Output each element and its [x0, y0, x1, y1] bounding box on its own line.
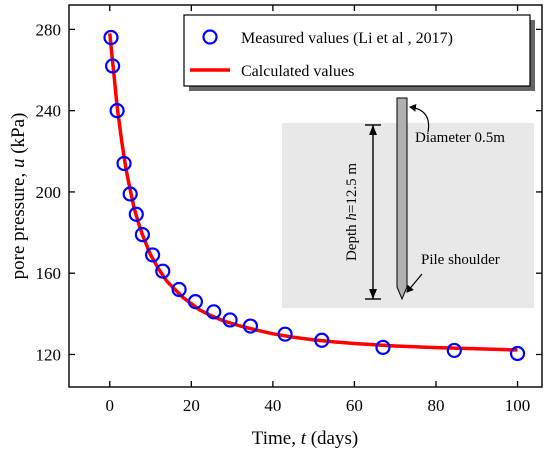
pile-body [396, 97, 408, 301]
x-tick-label: 0 [106, 396, 115, 415]
measured-value-point [116, 155, 132, 172]
y-axis-ticks: 120 160 200 240 280 [36, 20, 542, 364]
measured-value-point [375, 339, 391, 355]
y-tick-label: 200 [36, 183, 62, 202]
x-axis-ticks: 0 20 40 60 80 100 [106, 5, 531, 415]
shoulder-label: Pile shoulder [421, 252, 500, 268]
x-tick-label: 60 [346, 396, 363, 415]
x-tick-label: 100 [505, 396, 531, 415]
measured-value-point [171, 281, 187, 298]
legend-marker-measured [202, 29, 218, 45]
measured-value-point [446, 342, 462, 359]
x-tick-label: 80 [427, 396, 444, 415]
shoulder-leader [406, 273, 423, 293]
measured-value-point [206, 304, 222, 320]
measured-value-point [134, 227, 150, 243]
measured-value-point [109, 103, 125, 119]
diameter-label: Diameter 0.5m [415, 130, 505, 146]
measured-value-point [103, 29, 119, 46]
inset-panel [282, 123, 534, 308]
measured-value-point [144, 247, 161, 263]
depth-arrow-bottom [369, 289, 377, 299]
depth-arrow-top [369, 125, 377, 135]
x-tick-label: 20 [183, 396, 200, 415]
y-axis-label: pore pressure, u (kPa) [8, 113, 29, 280]
measured-value-point [128, 206, 144, 222]
legend-box [183, 14, 531, 87]
measured-value-point [242, 318, 259, 334]
measured-value-point [277, 326, 293, 342]
measured-value-point [187, 294, 204, 310]
y-tick-label: 160 [36, 264, 62, 283]
series-layer [103, 29, 526, 362]
legend-label-measured: Measured values (Li et al , 2017) [241, 30, 453, 47]
measured-value-point [122, 186, 138, 202]
legend-label-calculated: Calculated values [241, 63, 354, 80]
measured-value-point [314, 332, 330, 348]
measured-value-point [222, 312, 238, 328]
y-tick-label: 280 [36, 20, 62, 39]
y-tick-label: 120 [36, 345, 62, 364]
x-axis-label: Time, t (days) [252, 428, 358, 449]
x-tick-label: 40 [264, 396, 281, 415]
pile-diagram: Depth h=12.5 m Diameter 0.5m Pile should… [344, 97, 505, 301]
depth-label: Depth h=12.5 m [344, 163, 360, 261]
measured-value-point [155, 263, 171, 279]
measured-value-point [509, 345, 526, 362]
y-tick-label: 240 [36, 102, 62, 121]
measured-value-point [105, 58, 121, 74]
calculated-values-line [108, 33, 518, 352]
diameter-leader [409, 103, 430, 133]
plot-frame [68, 4, 543, 388]
legend: Measured values (Li et al , 2017) Calcul… [183, 14, 535, 91]
